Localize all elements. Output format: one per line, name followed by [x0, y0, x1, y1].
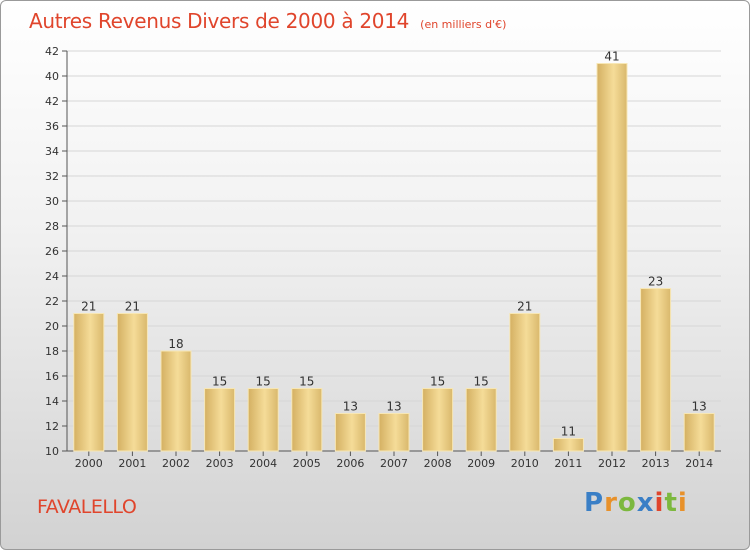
bar — [552, 438, 584, 452]
data-label: 41 — [604, 50, 619, 64]
y-tick-label: 22 — [45, 295, 59, 308]
data-label: 15 — [474, 375, 489, 389]
y-tick-label: 18 — [45, 345, 59, 358]
y-tick-label: 34 — [45, 145, 59, 158]
logo-letter: x — [636, 488, 655, 518]
logo-letter: P — [584, 488, 605, 518]
data-label: 21 — [81, 300, 96, 314]
data-label: 15 — [430, 375, 445, 389]
bar — [509, 313, 541, 452]
y-tick-label: 14 — [45, 395, 59, 408]
x-tick-label: 2008 — [424, 457, 452, 470]
data-label: 21 — [517, 300, 532, 314]
x-tick-label: 2006 — [336, 457, 364, 470]
chart-title-block: Autres Revenus Divers de 2000 à 2014 (en… — [29, 9, 506, 33]
x-tick-label: 2010 — [511, 457, 539, 470]
bar — [683, 413, 715, 452]
logo-letter: i — [677, 488, 688, 518]
bar — [640, 288, 672, 452]
y-tick-label: 42 — [45, 95, 59, 108]
y-tick-label: 24 — [45, 270, 59, 283]
chart-subtitle: (en milliers d'€) — [420, 18, 507, 31]
logo-letter: o — [617, 488, 637, 518]
bar — [73, 313, 105, 452]
data-label: 13 — [692, 400, 707, 414]
x-tick-label: 2012 — [598, 457, 626, 470]
data-labels: 21 21 18 15 15 15 13 13 15 15 21 11 41 23 13 — [81, 50, 707, 439]
data-label: 23 — [648, 275, 663, 289]
data-label: 13 — [343, 400, 358, 414]
data-label: 15 — [256, 375, 271, 389]
data-label: 21 — [125, 300, 140, 314]
data-label: 15 — [212, 375, 227, 389]
logo-letter: r — [604, 488, 618, 518]
y-tick-label: 16 — [45, 370, 59, 383]
bar — [204, 388, 236, 452]
data-label: 18 — [168, 337, 183, 351]
logo-letter: t — [664, 488, 678, 518]
x-tick-label: 2003 — [206, 457, 234, 470]
bar — [247, 388, 279, 452]
x-tick-label: 2013 — [642, 457, 670, 470]
chart-title: Autres Revenus Divers de 2000 à 2014 — [29, 9, 410, 33]
y-tick-label: 32 — [45, 170, 59, 183]
data-label: 15 — [299, 375, 314, 389]
y-tick-label: 28 — [45, 220, 59, 233]
logo-letter: i — [654, 488, 665, 518]
bar — [422, 388, 454, 452]
bar — [160, 350, 192, 452]
data-label: 11 — [561, 425, 576, 439]
x-tick-label: 2014 — [685, 457, 713, 470]
x-tick-label: 2011 — [554, 457, 582, 470]
x-tick-label: 2007 — [380, 457, 408, 470]
bar — [334, 413, 366, 452]
y-tick-label: 30 — [45, 195, 59, 208]
y-tick-label: 12 — [45, 420, 59, 433]
y-tick-label: 36 — [45, 120, 59, 133]
bar — [291, 388, 323, 452]
commune-name: FAVALELLO — [37, 496, 137, 518]
x-tick-label: 2005 — [293, 457, 321, 470]
y-tick-label: 26 — [45, 245, 59, 258]
bar — [596, 63, 628, 452]
y-tick-label: 42 — [45, 45, 59, 58]
bars — [73, 63, 715, 452]
x-tick-label: 2004 — [249, 457, 277, 470]
data-label: 13 — [386, 400, 401, 414]
bar — [116, 313, 148, 452]
x-tick-label: 2009 — [467, 457, 495, 470]
x-tick-label: 2001 — [118, 457, 146, 470]
bar — [465, 388, 497, 452]
y-tick-label: 20 — [45, 320, 59, 333]
x-tick-label: 2002 — [162, 457, 190, 470]
y-tick-label: 10 — [45, 445, 59, 458]
y-tick-label: 40 — [45, 70, 59, 83]
proxiti-logo: Proxiti — [584, 488, 688, 518]
bar — [378, 413, 410, 452]
x-tick-label: 2000 — [75, 457, 103, 470]
